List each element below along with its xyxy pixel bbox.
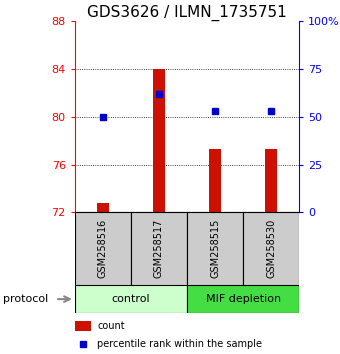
Text: MIF depletion: MIF depletion: [206, 294, 280, 304]
Text: count: count: [97, 321, 125, 331]
Bar: [265, 149, 277, 212]
Text: protocol: protocol: [3, 294, 49, 304]
Bar: [187, 285, 299, 313]
Text: GSM258516: GSM258516: [98, 219, 108, 278]
Bar: [75, 285, 187, 313]
Bar: [131, 212, 187, 285]
Bar: [209, 149, 221, 212]
Text: GSM258515: GSM258515: [210, 219, 220, 278]
Bar: [187, 212, 243, 285]
Text: GSM258530: GSM258530: [266, 219, 276, 278]
Bar: [75, 321, 90, 331]
Bar: [243, 212, 299, 285]
Bar: [97, 203, 109, 212]
Text: control: control: [112, 294, 150, 304]
Title: GDS3626 / ILMN_1735751: GDS3626 / ILMN_1735751: [87, 5, 287, 21]
Text: percentile rank within the sample: percentile rank within the sample: [97, 339, 262, 349]
Bar: [75, 212, 131, 285]
Text: GSM258517: GSM258517: [154, 219, 164, 278]
Bar: [153, 69, 165, 212]
